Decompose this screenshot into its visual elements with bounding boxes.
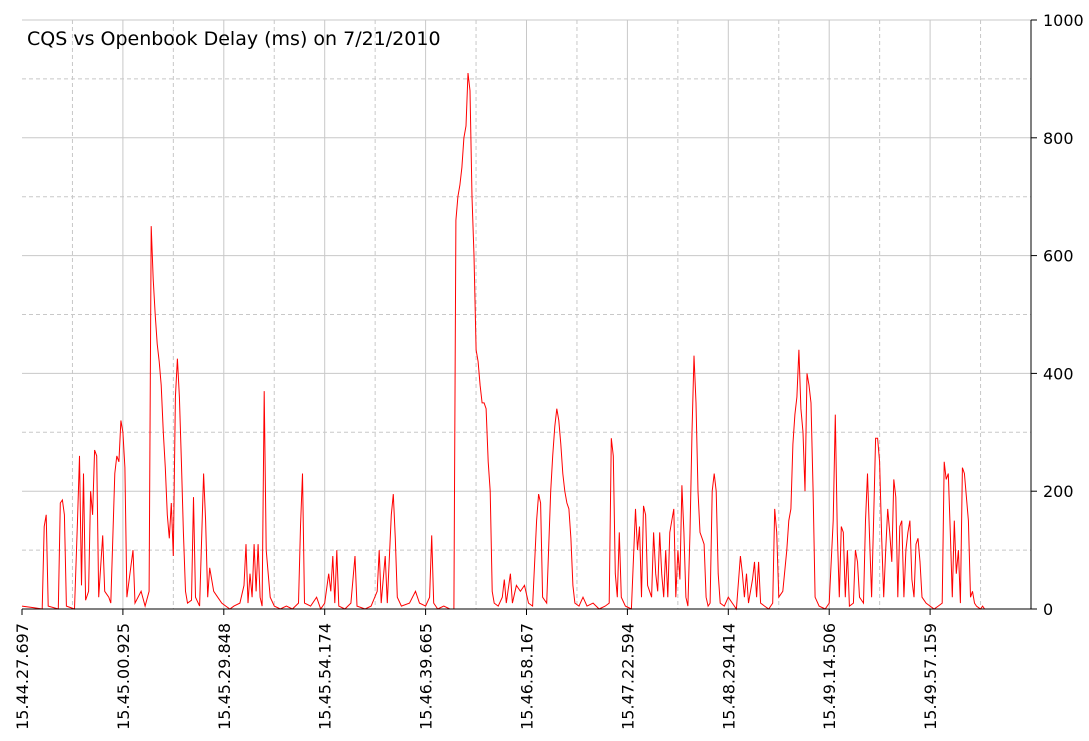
x-tick-label: 15.47.22.594: [618, 623, 637, 730]
y-tick-label: 1000: [1043, 11, 1084, 30]
x-tick-label: 15.46.58.167: [518, 623, 537, 730]
grid-lines: [22, 19, 1031, 609]
y-tick-label: 800: [1043, 129, 1074, 148]
series-layer: [21, 72, 989, 611]
y-tick-label: 200: [1043, 482, 1074, 501]
y-tick-label: 0: [1043, 600, 1053, 619]
x-tick-label: 15.44.27.697: [13, 623, 32, 730]
axes: [21, 19, 1037, 615]
x-tick-label: 15.45.00.925: [114, 623, 133, 730]
chart-title: CQS vs Openbook Delay (ms) on 7/21/2010: [27, 28, 441, 50]
x-tick-label: 15.45.29.848: [215, 623, 234, 730]
x-tick-label: 15.49.14.506: [820, 623, 839, 730]
x-tick-label: 15.49.57.159: [921, 623, 940, 730]
y-tick-labels: 0 200 400 600 800 1000: [1043, 11, 1084, 619]
series-line-delay: [21, 72, 989, 611]
x-tick-label: 15.46.39.665: [417, 623, 436, 730]
x-tick-label: 15.48.29.414: [719, 623, 738, 730]
x-tick-label: 15.45.54.174: [316, 623, 335, 730]
x-tick-labels: 15.44.27.697 15.45.00.925 15.45.29.848 15.4…: [13, 623, 940, 730]
y-tick-label: 600: [1043, 247, 1074, 266]
y-tick-label: 400: [1043, 364, 1074, 383]
